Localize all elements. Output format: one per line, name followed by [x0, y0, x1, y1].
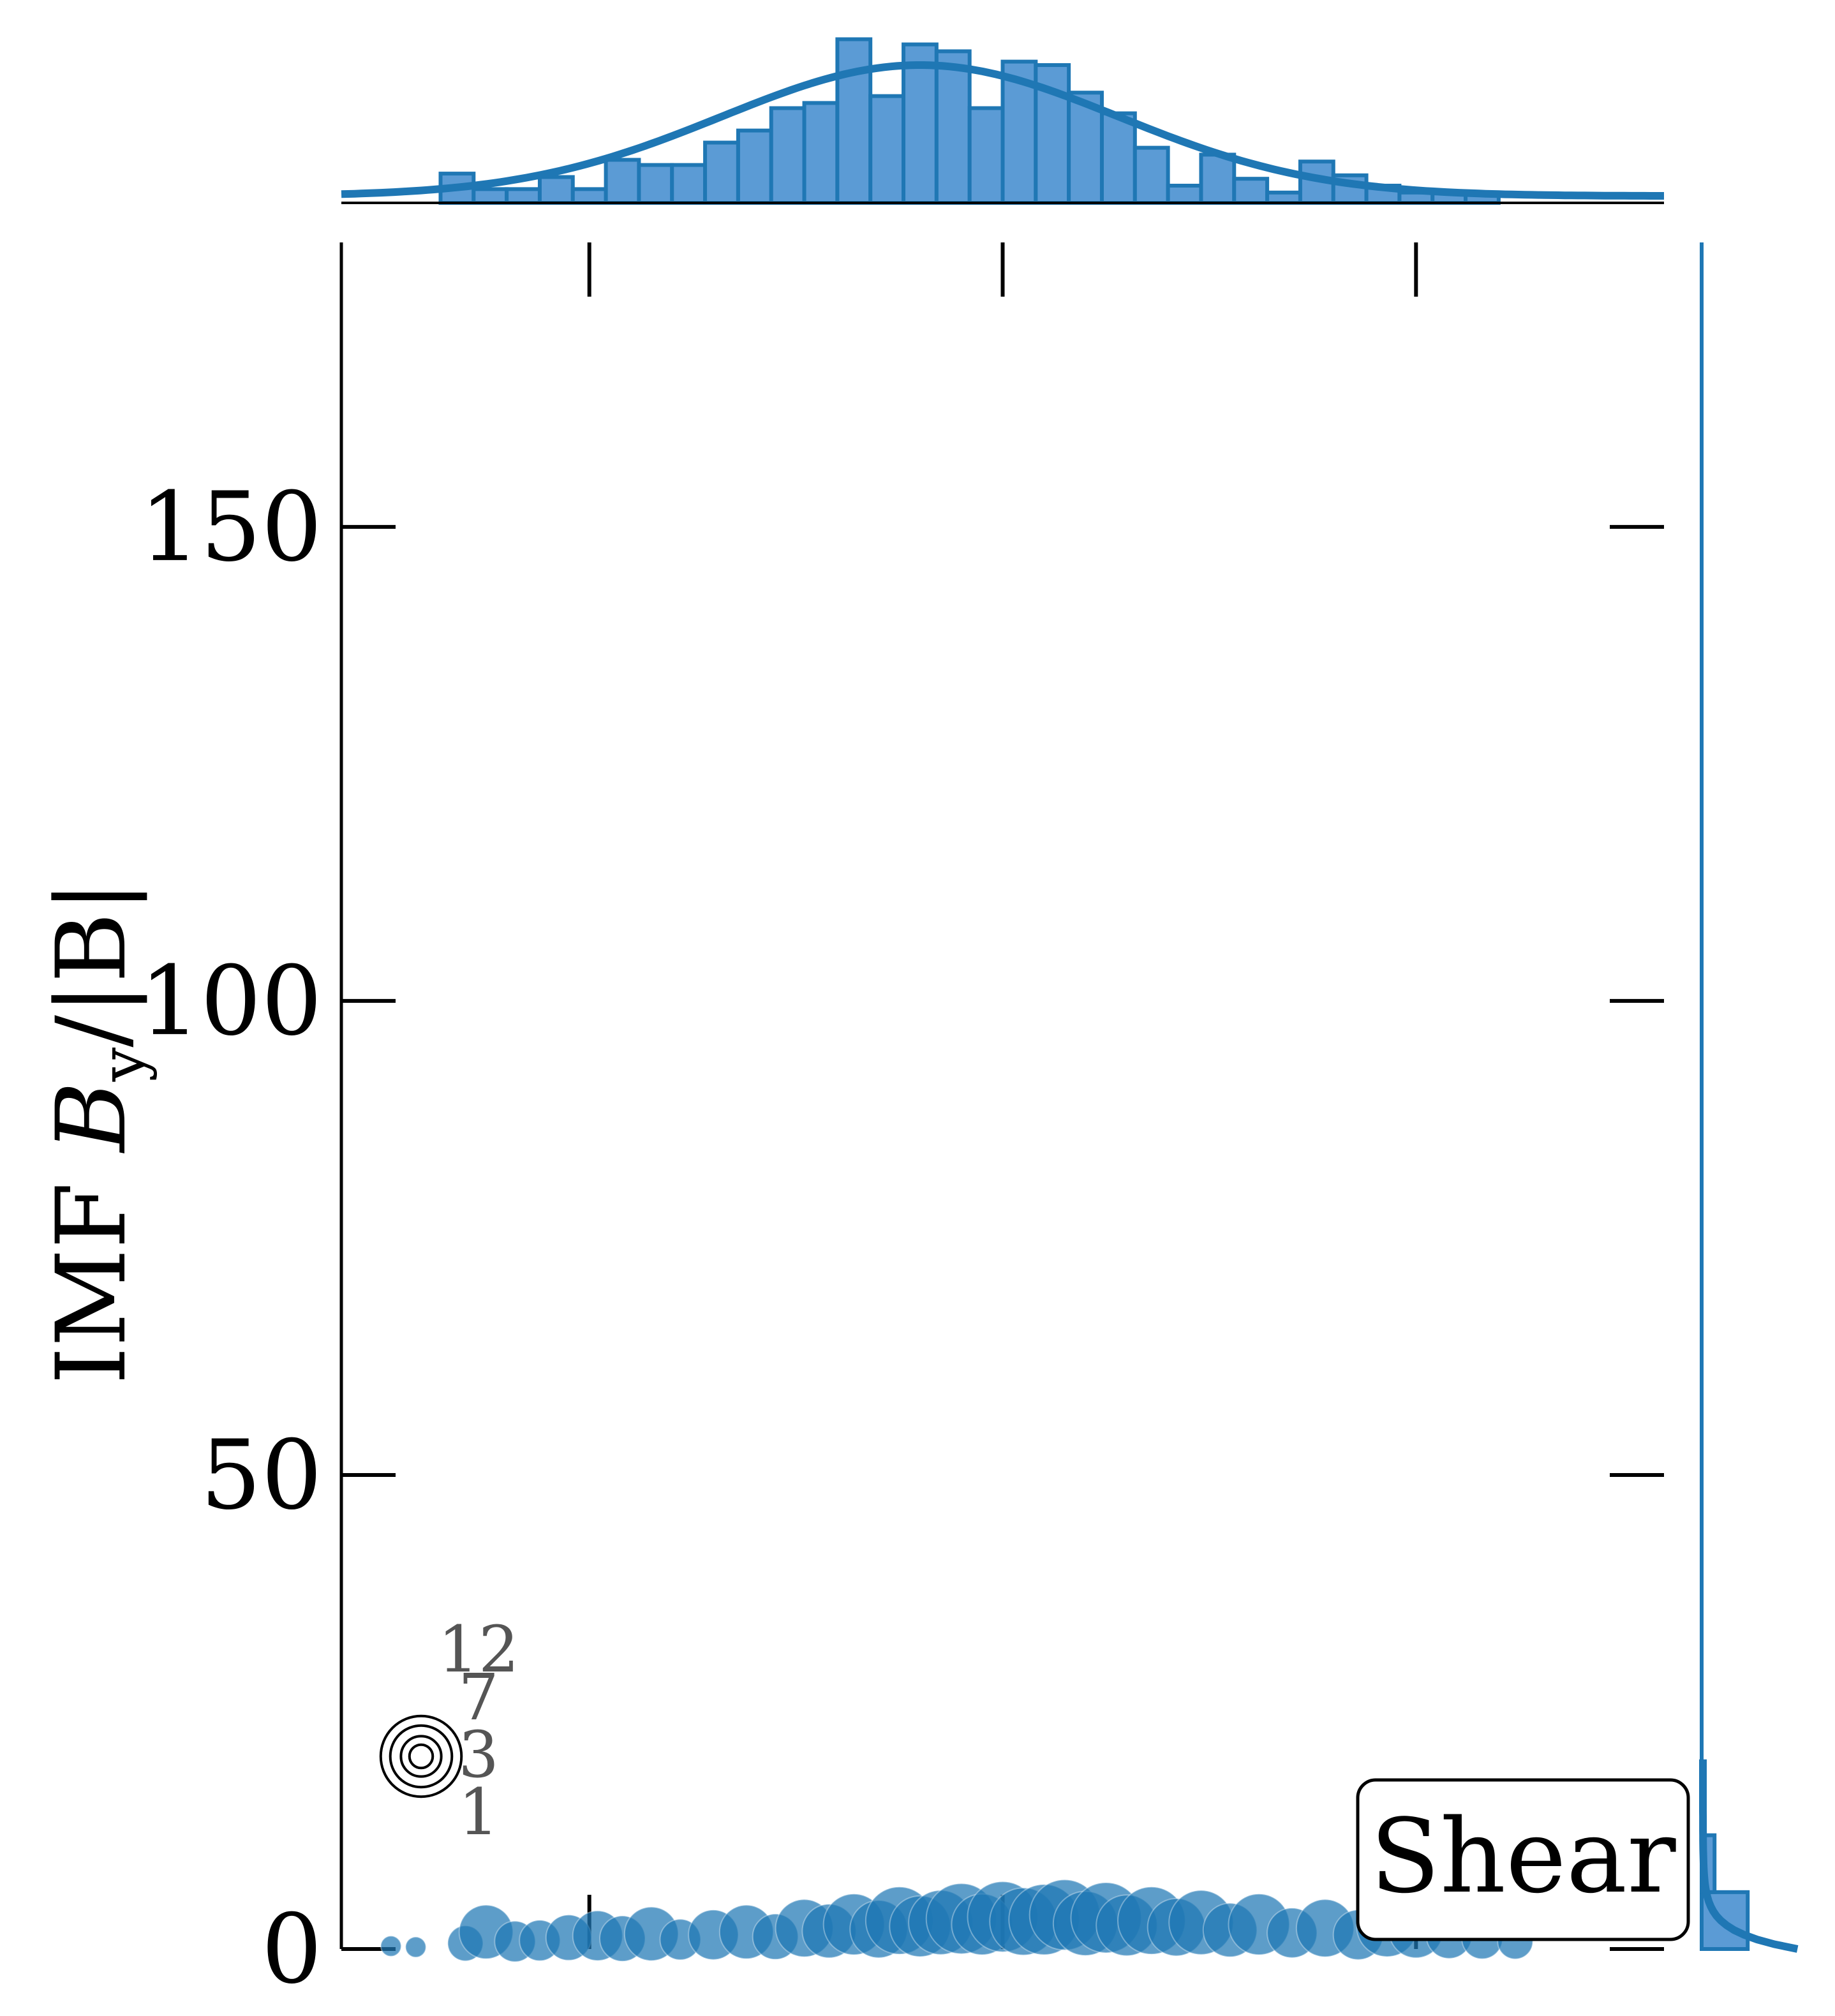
y-tick-label: 0 [262, 1894, 322, 2005]
top-histogram-bar [1166, 184, 1203, 205]
scatter-points [380, 1879, 1534, 1962]
top-histogram-bar [835, 37, 873, 205]
y-axis-label-sub: y [88, 1047, 158, 1082]
y-tick-label: 150 [140, 472, 322, 583]
size-legend-circle [379, 1714, 463, 1798]
top-histogram-bar [570, 187, 608, 205]
top-histogram-bar [1199, 152, 1237, 205]
top-histogram-bar [1232, 177, 1270, 205]
scatter-point [405, 1936, 427, 1958]
top-histogram-bar [934, 49, 972, 205]
y-axis-label-suffix: /|B| [36, 880, 147, 1048]
annotation-box: Shear [1356, 1778, 1690, 1941]
top-histogram-bar [637, 163, 674, 205]
top-histogram-bar [703, 140, 740, 205]
y-tick-label: 50 [200, 1420, 322, 1531]
top-histogram-bar [1099, 111, 1137, 205]
top-histogram-bar [802, 101, 840, 205]
right-histogram [1699, 242, 1799, 1953]
size-legend-label: 1 [458, 1775, 499, 1849]
top-histogram-bar [472, 187, 509, 205]
size-legend-circle [399, 1735, 443, 1778]
size-legend-circle [389, 1724, 454, 1789]
top-histogram-bar [604, 158, 641, 205]
size-legend-circle [408, 1743, 435, 1770]
size-legend-label: 3 [458, 1717, 499, 1792]
top-histogram-bar [1265, 190, 1302, 205]
top-histogram-bar [1133, 145, 1170, 205]
main-axes: 0 50 100 150 [140, 242, 1664, 2005]
top-histogram-bar [769, 106, 806, 205]
y-axis-label-var: B [36, 1081, 147, 1153]
y-axis-label: IMF By/|B| [36, 880, 158, 1384]
top-histogram [341, 37, 1664, 205]
size-legend-label: 7 [458, 1660, 499, 1735]
right-histogram-kde [1699, 1759, 1799, 1953]
top-histogram-bar [967, 106, 1005, 205]
y-tick-label: 100 [140, 946, 322, 1057]
top-histogram-bar [537, 175, 575, 205]
annotation-text: Shear [1370, 1797, 1676, 1916]
top-histogram-bar [505, 187, 542, 205]
scatter-point [380, 1935, 402, 1957]
top-histogram-bar [868, 94, 906, 205]
top-histogram-bar [736, 128, 773, 205]
top-histogram-kde [341, 61, 1664, 200]
size-legend-label: 12 [438, 1612, 519, 1687]
top-histogram-bar [670, 163, 708, 205]
y-axis-label-prefix: IMF [36, 1152, 147, 1385]
